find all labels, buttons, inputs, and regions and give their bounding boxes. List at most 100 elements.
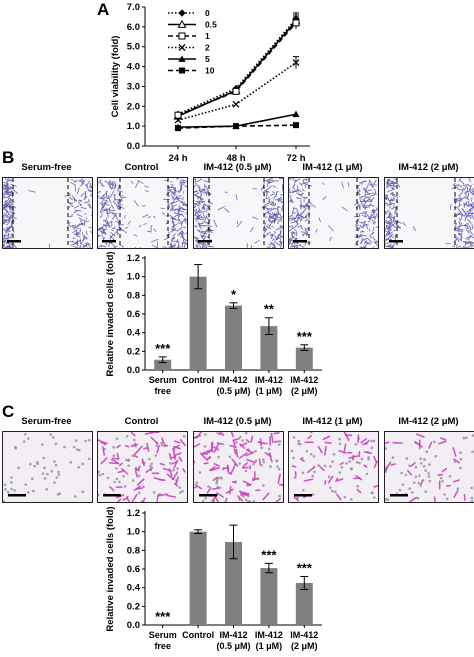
invaded-cell <box>126 496 131 502</box>
cell <box>386 179 391 185</box>
cell <box>171 207 175 210</box>
transwell-image <box>193 431 284 503</box>
image-label: IM-412 (1 μM) <box>302 162 363 173</box>
cell <box>133 234 138 237</box>
cell <box>117 204 119 210</box>
invaded-cell <box>245 438 250 443</box>
cell <box>341 206 348 212</box>
cell <box>300 182 308 185</box>
invaded-cell <box>327 475 334 484</box>
cell <box>364 205 367 208</box>
x-tick-label: IM-412 <box>290 630 318 640</box>
cell <box>199 178 203 181</box>
membrane-pore <box>24 483 28 486</box>
cell <box>7 241 11 248</box>
cell <box>468 190 474 196</box>
cell <box>175 178 180 180</box>
cell <box>289 225 293 228</box>
y-tick-label: 0.8 <box>127 545 140 556</box>
cell <box>3 204 6 207</box>
cell <box>4 214 10 220</box>
membrane-pore <box>278 494 281 498</box>
membrane-pore <box>41 472 45 475</box>
cell <box>391 216 396 218</box>
cell <box>327 224 334 232</box>
cell <box>8 206 13 209</box>
cell <box>366 189 373 192</box>
cell <box>466 196 469 199</box>
cell <box>91 211 92 214</box>
invaded-cell <box>109 462 119 465</box>
cell <box>293 180 297 184</box>
membrane-pore <box>10 487 13 491</box>
scratch-image <box>2 177 93 249</box>
membrane-pore <box>419 457 422 461</box>
cell <box>341 181 344 189</box>
membrane-pore <box>218 476 221 480</box>
cell <box>252 216 259 220</box>
membrane-pore <box>246 500 250 502</box>
invaded-cell <box>317 464 325 472</box>
invaded-cell <box>121 468 129 475</box>
invaded-cell <box>141 458 145 467</box>
legend-label: 10 <box>205 66 215 76</box>
membrane-pore <box>122 498 126 501</box>
invaded-cell <box>306 466 315 474</box>
cell <box>388 216 392 219</box>
bar <box>189 531 207 625</box>
cell <box>106 220 109 223</box>
cell <box>459 179 465 185</box>
cell <box>213 219 218 228</box>
cell <box>3 190 6 194</box>
image-label: IM-412 (0.5 μM) <box>203 416 272 427</box>
cell <box>69 181 76 186</box>
cell <box>100 196 107 200</box>
invaded-cell <box>142 497 146 502</box>
scale-bar <box>390 494 408 497</box>
marker-square-open <box>178 32 186 40</box>
membrane-pore <box>181 489 184 493</box>
membrane-pore <box>127 464 130 467</box>
cell <box>170 202 173 207</box>
cell <box>5 225 13 229</box>
membrane-pore <box>445 497 449 501</box>
invaded-cell <box>277 473 281 484</box>
cell <box>172 233 176 237</box>
invaded-cell <box>145 466 154 473</box>
cell <box>102 226 104 230</box>
legend-label: 0 <box>205 8 210 18</box>
cell <box>197 215 203 221</box>
cell <box>276 217 282 225</box>
cell <box>79 179 86 183</box>
y-tick-label: 0.8 <box>127 290 140 301</box>
cell <box>195 209 201 214</box>
cell <box>464 222 470 226</box>
cell <box>3 232 7 237</box>
membrane-pore <box>428 479 432 483</box>
invaded-cell <box>118 462 123 467</box>
cell <box>87 189 92 192</box>
cell <box>139 246 142 248</box>
cell <box>90 214 92 217</box>
cell <box>467 183 472 187</box>
membrane-pore <box>292 456 295 460</box>
cell <box>182 226 186 229</box>
membrane-pore <box>169 462 172 465</box>
cell <box>275 226 282 231</box>
cell <box>201 206 206 211</box>
cell <box>385 202 387 207</box>
cell <box>281 225 283 227</box>
cell <box>360 239 364 245</box>
cell <box>302 179 305 184</box>
membrane-pore <box>385 447 387 450</box>
cell <box>134 246 136 248</box>
cell <box>203 180 211 184</box>
cell <box>357 185 359 189</box>
membrane-pore <box>29 462 32 466</box>
y-tick-label: 0.0 <box>127 620 140 631</box>
membrane-pore <box>323 464 327 468</box>
membrane-pore <box>424 469 428 472</box>
cell <box>272 185 277 188</box>
cell <box>265 225 272 230</box>
cell <box>292 184 295 189</box>
